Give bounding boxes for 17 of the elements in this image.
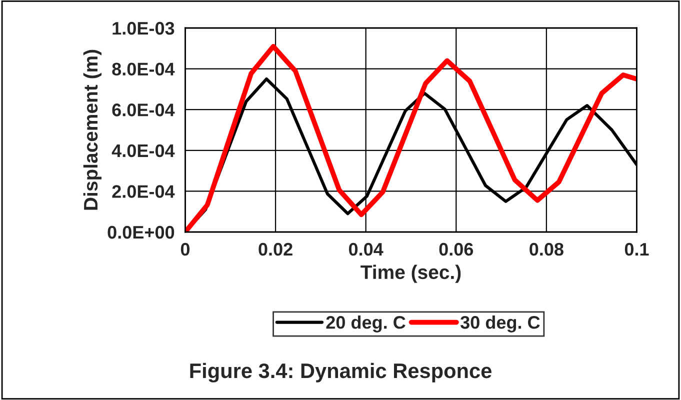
y-tick-label: 1.0E-03: [112, 22, 174, 35]
y-tick-label: 4.0E-04: [112, 144, 175, 158]
x-axis-title: Time (sec.): [360, 264, 461, 283]
y-axis-title: Displacement (m): [83, 50, 102, 210]
x-tick-label: 0.02: [258, 242, 292, 256]
x-tick-label: 0.1: [624, 242, 649, 256]
x-tick-label: 0.08: [530, 242, 564, 256]
y-tick-label: 6.0E-04: [112, 104, 175, 116]
x-tick-label: 0: [180, 242, 190, 256]
legend-label: 20 deg. C: [326, 316, 406, 332]
x-tick-label: 0.04: [348, 242, 384, 256]
legend-label: 30 deg. C: [460, 316, 540, 332]
x-tick-label: 0.06: [439, 242, 474, 256]
y-tick-label: 0.0E+00: [108, 226, 174, 239]
y-tick-label: 8.0E-04: [112, 62, 175, 76]
y-tick-label: 2.0E-04: [112, 185, 175, 198]
text: Figure 3.4: Dynamic Responce: [190, 362, 492, 382]
